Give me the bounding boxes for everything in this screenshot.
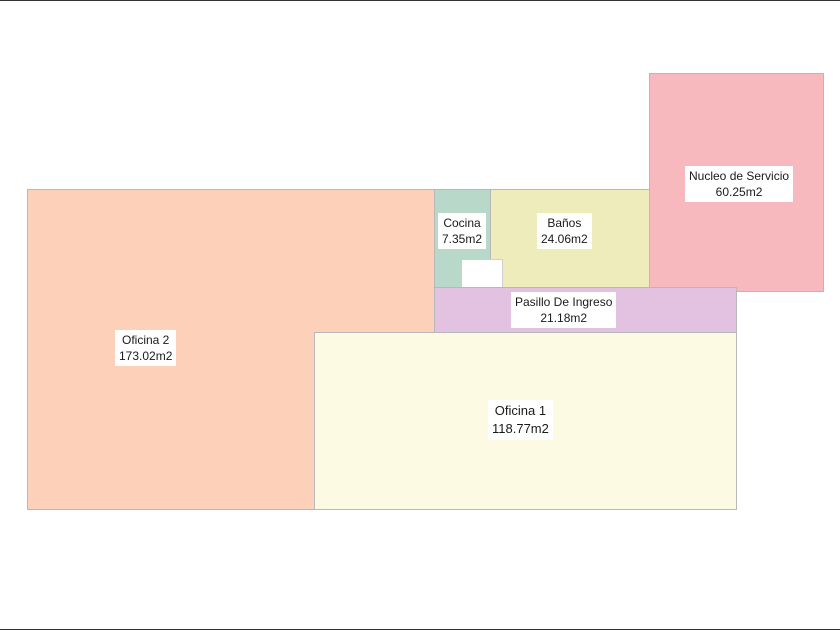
room-area: 118.77m2 [492, 421, 549, 436]
room-name: Oficina 2 [122, 333, 170, 347]
room-name: Oficina 1 [494, 403, 547, 418]
room-area: 21.18m2 [540, 311, 588, 325]
room-name: Nucleo de Servicio [689, 169, 790, 183]
label-oficina-1: Oficina 1 118.77m2 [488, 400, 553, 440]
room-area: 60.25m2 [715, 185, 763, 199]
room-area: 24.06m2 [541, 232, 588, 246]
label-cocina: Cocina 7.35m2 [438, 213, 487, 249]
room-area: 7.35m2 [442, 232, 483, 246]
label-oficina-2: Oficina 2 173.02m2 [115, 330, 177, 366]
label-pasillo-de-ingreso: Pasillo De Ingreso 21.18m2 [511, 292, 617, 328]
room-name: Pasillo De Ingreso [515, 295, 613, 309]
room-name: Baños [547, 216, 582, 230]
label-banos: Baños 24.06m2 [537, 213, 592, 249]
room-area: 173.02m2 [119, 349, 173, 363]
label-nucleo-de-servicio: Nucleo de Servicio 60.25m2 [685, 166, 794, 202]
room-name: Cocina [443, 216, 481, 230]
fixture-block [461, 259, 503, 288]
top-border-line [0, 0, 840, 1]
